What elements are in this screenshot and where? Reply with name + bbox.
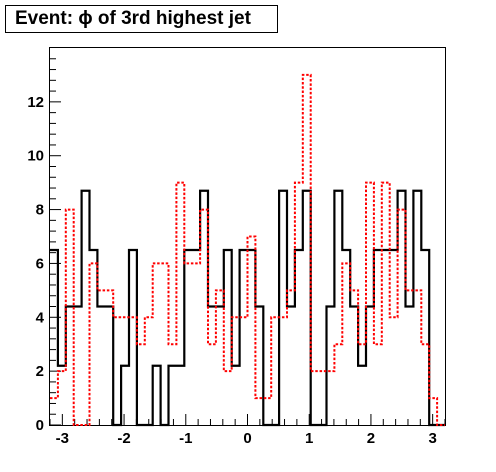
x-tick-label: -2	[117, 430, 130, 447]
x-axis: -3 -2 -1 0 1 2 3	[49, 414, 446, 447]
y-tick-label: 8	[36, 202, 44, 219]
x-tick-label: 0	[243, 430, 251, 447]
histogram-series-2	[50, 73, 445, 426]
y-tick-label: 4	[36, 309, 45, 326]
y-tick-label: 12	[27, 94, 44, 111]
y-axis: 0 2 4 6 8 10 12	[27, 58, 61, 434]
series-layer	[50, 73, 445, 427]
y-tick-label: 6	[36, 255, 44, 272]
chart-title-box: Event: ϕ of 3rd highest jet	[5, 5, 278, 33]
x-tick-label: -3	[56, 430, 69, 447]
x-tick-label: 3	[428, 430, 436, 447]
chart-title: Event: ϕ of 3rd highest jet	[15, 8, 251, 29]
x-tick-label: -1	[179, 430, 192, 447]
x-tick-label: 2	[367, 430, 375, 447]
y-tick-label: 2	[36, 363, 44, 380]
y-tick-label: 0	[36, 417, 44, 434]
x-tick-label: 1	[305, 430, 313, 447]
plot-frame	[49, 47, 446, 426]
y-tick-label: 10	[27, 148, 44, 165]
